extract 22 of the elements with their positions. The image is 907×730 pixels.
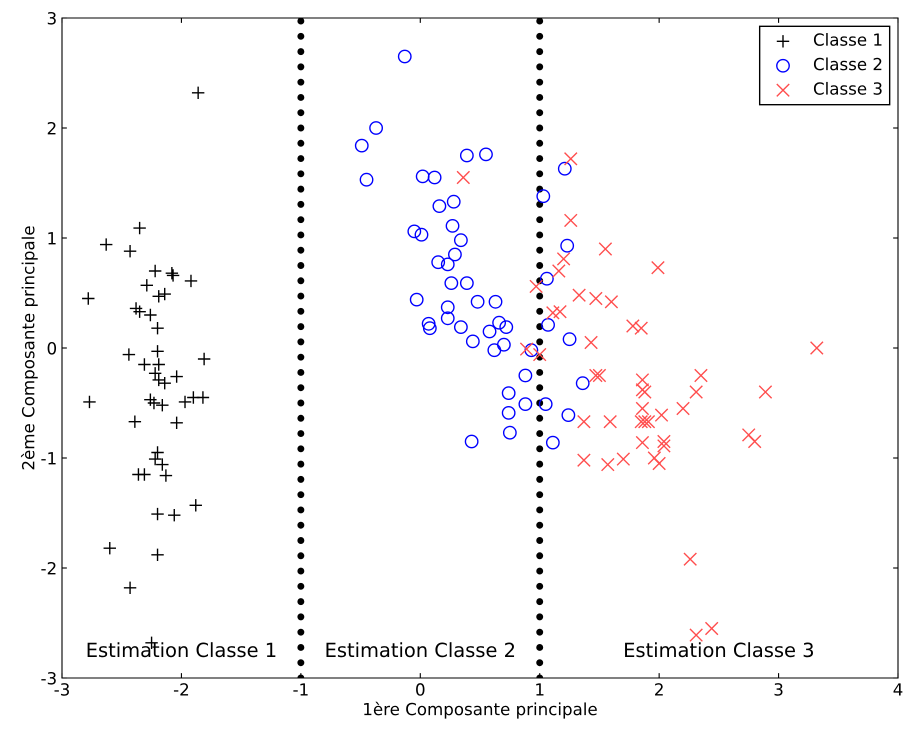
y-tick-label: 3 — [48, 12, 56, 25]
legend-label: Classe 3 — [814, 82, 882, 95]
annotation: Estimation Classe 2 — [326, 642, 514, 658]
annotation: Estimation Classe 3 — [625, 642, 813, 658]
y-tick-label: 1 — [48, 232, 56, 244]
y-axis-title: 2ème Composante principale — [20, 226, 38, 470]
y-tick-label: 2 — [48, 122, 56, 134]
legend-label: Classe 1 — [814, 33, 882, 46]
y-tick-label: -3 — [41, 672, 56, 685]
x-tick-label: 1 — [536, 683, 544, 696]
x-tick-label: 2 — [655, 683, 663, 696]
y-tick-label: 0 — [48, 342, 56, 355]
x-axis-title: 1ère Composante principale — [364, 702, 597, 719]
x-tick-label: 4 — [894, 683, 902, 696]
annotation: Estimation Classe 1 — [88, 642, 276, 658]
legend-label: Classe 2 — [814, 57, 882, 70]
x-tick-label: 0 — [416, 683, 424, 696]
y-tick-label: -2 — [41, 562, 56, 574]
x-tick-label: -1 — [293, 683, 308, 696]
y-tick-label: -1 — [41, 452, 56, 464]
x-tick-label: -2 — [174, 683, 188, 696]
x-tick-label: 3 — [774, 683, 783, 696]
